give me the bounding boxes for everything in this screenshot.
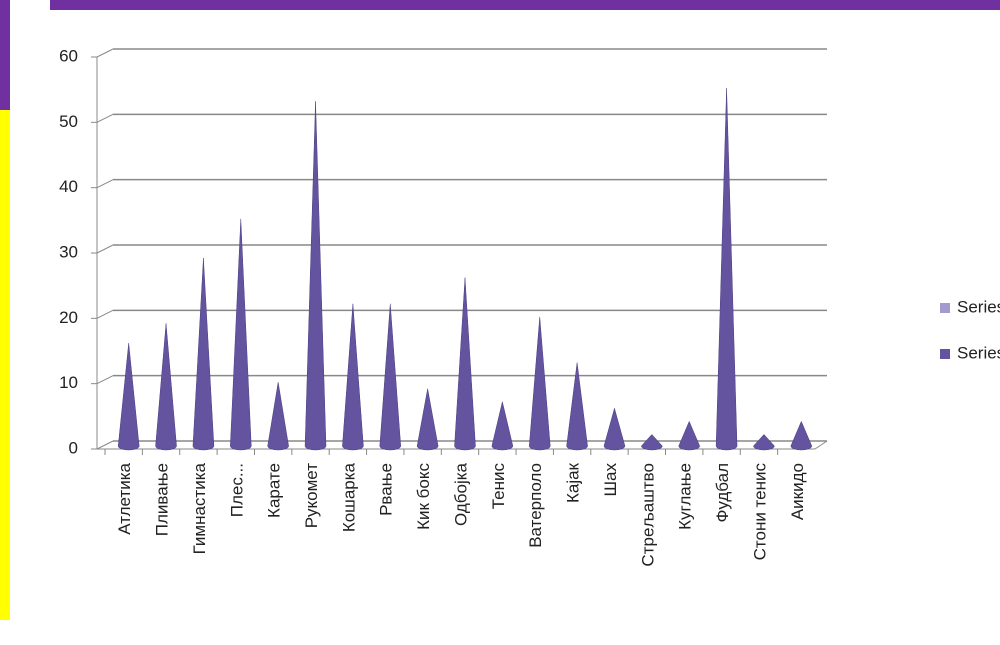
y-tick-label: 0 bbox=[69, 438, 78, 457]
y-tick-label: 10 bbox=[59, 373, 78, 392]
x-tick-label: Тенис bbox=[489, 463, 508, 510]
x-tick-label: Плес... bbox=[227, 463, 246, 517]
side-block bbox=[0, 0, 10, 110]
cone bbox=[342, 303, 364, 451]
cone bbox=[155, 323, 177, 451]
cone bbox=[192, 258, 215, 451]
grid-line bbox=[96, 48, 114, 58]
cone bbox=[529, 316, 551, 451]
x-tick-label: Ватерполо bbox=[526, 463, 545, 548]
y-tick-label: 20 bbox=[59, 308, 78, 327]
cone bbox=[603, 407, 626, 451]
x-tick-label: Стони тенис bbox=[750, 463, 769, 561]
y-tick-label: 50 bbox=[59, 112, 78, 131]
cone bbox=[491, 401, 514, 451]
cone bbox=[641, 434, 663, 451]
y-tick-label: 30 bbox=[59, 242, 78, 261]
legend-swatch bbox=[940, 303, 950, 313]
cone bbox=[304, 101, 327, 451]
y-tick-label: 40 bbox=[59, 177, 78, 196]
x-tick-label: Стрељаштво bbox=[638, 463, 657, 567]
x-tick-label: Фудбал bbox=[713, 463, 732, 523]
x-tick-label: Карате bbox=[265, 463, 284, 518]
cone bbox=[416, 388, 439, 451]
legend-label: Series2 bbox=[957, 297, 1000, 316]
y-tick-label: 60 bbox=[59, 46, 78, 65]
x-tick-label: Кошарка bbox=[339, 462, 358, 532]
x-tick-label: Куглање bbox=[676, 463, 695, 530]
x-tick-label: Кајак bbox=[564, 462, 583, 503]
grid-line bbox=[96, 244, 114, 254]
legend-swatch bbox=[940, 349, 950, 359]
cone bbox=[715, 88, 738, 451]
grid-line bbox=[96, 440, 114, 450]
x-tick-label: Гимнастика bbox=[190, 462, 209, 554]
cone bbox=[117, 342, 140, 451]
side-stripe bbox=[0, 110, 10, 620]
cone bbox=[379, 303, 401, 451]
grid-line bbox=[96, 113, 114, 123]
x-tick-label: Рукомет bbox=[302, 463, 321, 528]
x-tick-label: Шах bbox=[601, 463, 620, 497]
cone bbox=[230, 218, 252, 451]
x-tick-label: Рвање bbox=[377, 463, 396, 516]
grid-line bbox=[96, 309, 114, 319]
cone bbox=[678, 420, 700, 451]
floor-edge bbox=[814, 440, 828, 450]
cone bbox=[267, 382, 289, 451]
x-tick-label: Одбојка bbox=[451, 462, 470, 526]
grid-line bbox=[96, 179, 114, 189]
x-tick-label: Кик бокс bbox=[414, 463, 433, 530]
x-tick-label: Аикидо bbox=[788, 463, 807, 520]
cone bbox=[753, 434, 775, 451]
legend-label: Series1 bbox=[957, 343, 1000, 362]
top-bar bbox=[50, 0, 1000, 10]
x-tick-label: Атлетика bbox=[115, 462, 134, 534]
grid-line bbox=[96, 375, 114, 385]
x-tick-label: Пливање bbox=[153, 463, 172, 536]
cone bbox=[454, 277, 476, 451]
cone bbox=[790, 420, 813, 451]
cone bbox=[566, 362, 588, 451]
